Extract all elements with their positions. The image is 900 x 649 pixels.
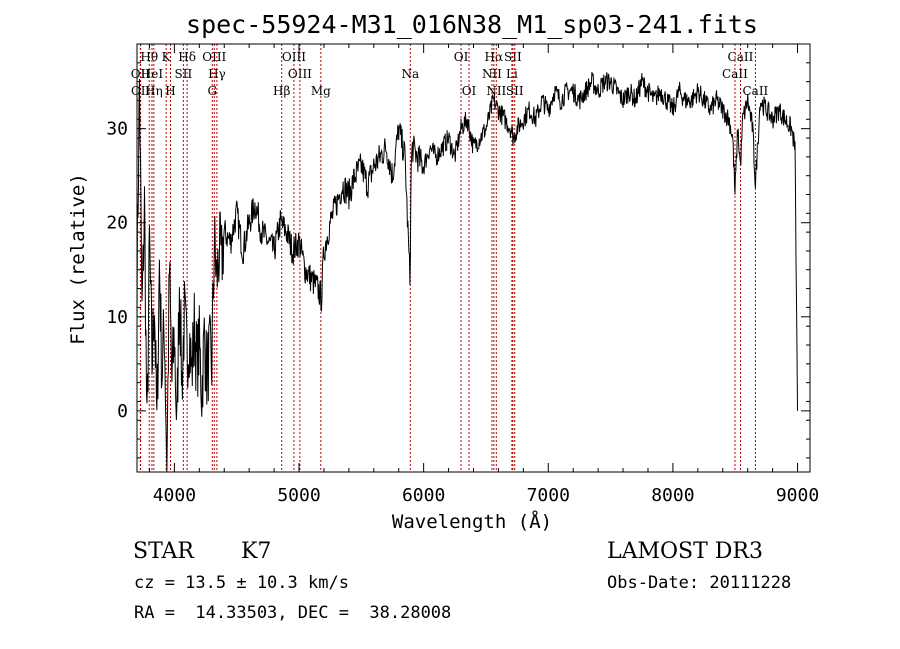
object-class: STAR	[133, 539, 194, 564]
line-marker-label: CaII	[722, 67, 748, 81]
chart-title: spec-55924-M31_016N38_M1_sp03-241.fits	[186, 10, 758, 39]
y-axis-label: Flux (relative)	[67, 173, 89, 345]
line-marker-label: HeI	[141, 67, 164, 81]
line-marker-label: OII	[131, 84, 151, 98]
line-marker-label: Hα	[485, 50, 504, 64]
line-marker-label: OIII	[202, 50, 226, 64]
line-marker-label: NII	[486, 84, 506, 98]
object-subclass: K7	[241, 539, 272, 564]
x-tick-label: 5000	[277, 485, 320, 506]
y-tick-label: 30	[106, 119, 128, 140]
line-marker-label: SII	[175, 67, 193, 81]
line-marker-label: OI	[462, 84, 477, 98]
line-marker-label: SII	[504, 50, 522, 64]
line-marker-label: Na	[401, 67, 419, 81]
line-marker-label: Hβ	[273, 84, 290, 98]
line-marker-label: OI	[454, 50, 469, 64]
x-tick-label: 8000	[651, 485, 694, 506]
x-tick-label: 6000	[402, 485, 445, 506]
y-tick-label: 20	[106, 213, 128, 234]
line-marker-label: Hγ	[208, 67, 226, 81]
line-marker-label: SII	[506, 84, 524, 98]
x-tick-label: 4000	[153, 485, 196, 506]
line-marker-label: Hη	[145, 84, 163, 98]
line-marker-label: K	[162, 50, 172, 64]
plot-frame	[136, 43, 811, 473]
line-marker-label: Mg	[311, 84, 331, 98]
x-tick-label: 9000	[776, 485, 819, 506]
line-marker-label: CaII	[728, 50, 754, 64]
line-marker-label: Li	[506, 67, 518, 81]
axis-ticks: 4000 5000 6000 7000 8000 9000 0 10 20 30	[106, 44, 819, 506]
y-tick-label: 10	[106, 307, 128, 328]
coordinates: RA = 14.33503, DEC = 38.28008	[134, 603, 452, 623]
spectrum-line-group	[136, 71, 798, 473]
line-marker-label: H	[165, 84, 175, 98]
line-marker-label: OIII	[282, 50, 306, 64]
line-marker-label: NII	[482, 67, 502, 81]
x-tick-label: 7000	[527, 485, 570, 506]
survey-name: LAMOST DR3	[607, 539, 763, 564]
observation-date: Obs-Date: 20111228	[607, 573, 792, 593]
spectrum-line	[136, 71, 798, 473]
y-tick-label: 0	[117, 401, 128, 422]
line-marker-label: G	[207, 84, 217, 98]
x-axis-label: Wavelength (Å)	[392, 510, 552, 533]
line-marker-label: OIII	[288, 67, 312, 81]
redshift-velocity: cz = 13.5 ± 10.3 km/s	[134, 573, 349, 593]
line-marker-label: Hδ	[178, 50, 196, 64]
line-marker-label: CaII	[742, 84, 768, 98]
line-marker-label: Hθ	[140, 50, 158, 64]
